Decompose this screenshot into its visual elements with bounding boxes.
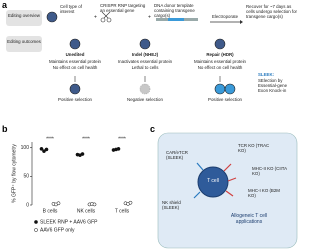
y-tick-label: 50: [23, 174, 29, 180]
x-tick-label: B cells: [43, 208, 58, 214]
legend-marker: [34, 220, 38, 224]
sleek-text: SElection by Essential-gene Exon Knock-i…: [258, 78, 288, 94]
significance: ****: [118, 136, 126, 142]
panel-c-box: [157, 132, 298, 249]
data-point: [80, 152, 85, 156]
outcome-title: Repair (HDR): [206, 52, 234, 57]
edit-label: CAR/eTCR (SLEEK): [166, 150, 188, 161]
significance: ****: [46, 136, 54, 142]
row-label: Editing outcomes: [7, 39, 41, 44]
step-text: Recover for ~7 days as cells undergo sel…: [246, 4, 298, 20]
scissors-icon: [100, 11, 112, 23]
outcome-effect: Lethal to cells: [131, 65, 159, 70]
x-tick-label: T cells: [115, 208, 130, 214]
data-point: [39, 147, 44, 151]
t-cell-label: T cell: [207, 178, 219, 184]
outcome-effect: Inactivates essential protein: [117, 59, 173, 64]
outcome-title: Unedited: [65, 52, 85, 57]
step-text: Electroporate: [211, 14, 239, 19]
step-text: DNA donor template containing transgene …: [154, 3, 195, 19]
edit-label: MHC-I KO (B2M KO): [248, 188, 280, 199]
data-point: [92, 202, 97, 207]
plus: +: [94, 14, 97, 20]
data-point: [116, 147, 121, 151]
cell-icon: [46, 11, 58, 23]
data-point: [42, 149, 46, 154]
figure-graphics: + + % GFP⁺ by flow cytometry 0 50 100 B cell…: [6, 10, 298, 249]
legend-label: SLEEK RNP + AAV6 GFP: [40, 219, 98, 225]
outcome-icons: [69, 38, 236, 95]
outcome-result: Negative selection: [127, 97, 163, 102]
row-label: Editing overview: [8, 13, 40, 18]
arrow-head: [240, 20, 243, 24]
significance: ****: [82, 136, 90, 142]
t-cell-icon: [197, 166, 229, 198]
legend-label: AAV6 GFP only: [40, 227, 75, 233]
outcome-effect: No effect on cell health: [197, 65, 243, 70]
outcome-effect: No effect on cell health: [52, 65, 98, 70]
y-tick-label: 100: [21, 145, 30, 151]
edit-label: NK shield (SLEEK): [162, 200, 181, 211]
outcome-effect: Maintains essential protein: [49, 59, 101, 64]
row-label-box: [6, 10, 42, 26]
row-label-box: [6, 36, 42, 52]
y-axis-label: % GFP⁺ by flow cytometry: [11, 144, 17, 203]
step-text: CRISPR RNP targeting an essential gene: [100, 3, 146, 14]
data-point: [128, 200, 133, 205]
legend-marker: [34, 228, 38, 232]
edit-label: TCR KO (TRAC KO): [238, 143, 270, 154]
panel-label: b: [2, 124, 8, 134]
x-tick-label: NK cells: [77, 208, 96, 214]
sleek-title: SLEEK:: [258, 72, 275, 77]
outcome-result: Positive selection: [58, 97, 92, 102]
panel-label: a: [2, 0, 8, 10]
panel-c-caption: Allogeneic T cell applications: [230, 213, 268, 225]
outcome-effect: Maintains essential protein: [194, 59, 246, 64]
edit-label: MHC-II KO (CIITA KO): [252, 166, 287, 177]
panel-label: c: [150, 124, 156, 134]
data-point: [56, 201, 61, 206]
data-point: [44, 147, 49, 152]
dna-icon: [156, 18, 198, 21]
y-tick-label: 0: [26, 202, 29, 208]
receptor-icons: [193, 162, 237, 199]
outcome-title: Indel (NHEJ): [131, 52, 159, 57]
step-text: Cell type of interest: [60, 4, 82, 15]
plus: +: [148, 14, 151, 20]
outcome-result: Positive selection: [208, 97, 242, 102]
figure: + + % GFP⁺ by flow cytometry 0 50 100 B cell…: [2, 0, 298, 249]
